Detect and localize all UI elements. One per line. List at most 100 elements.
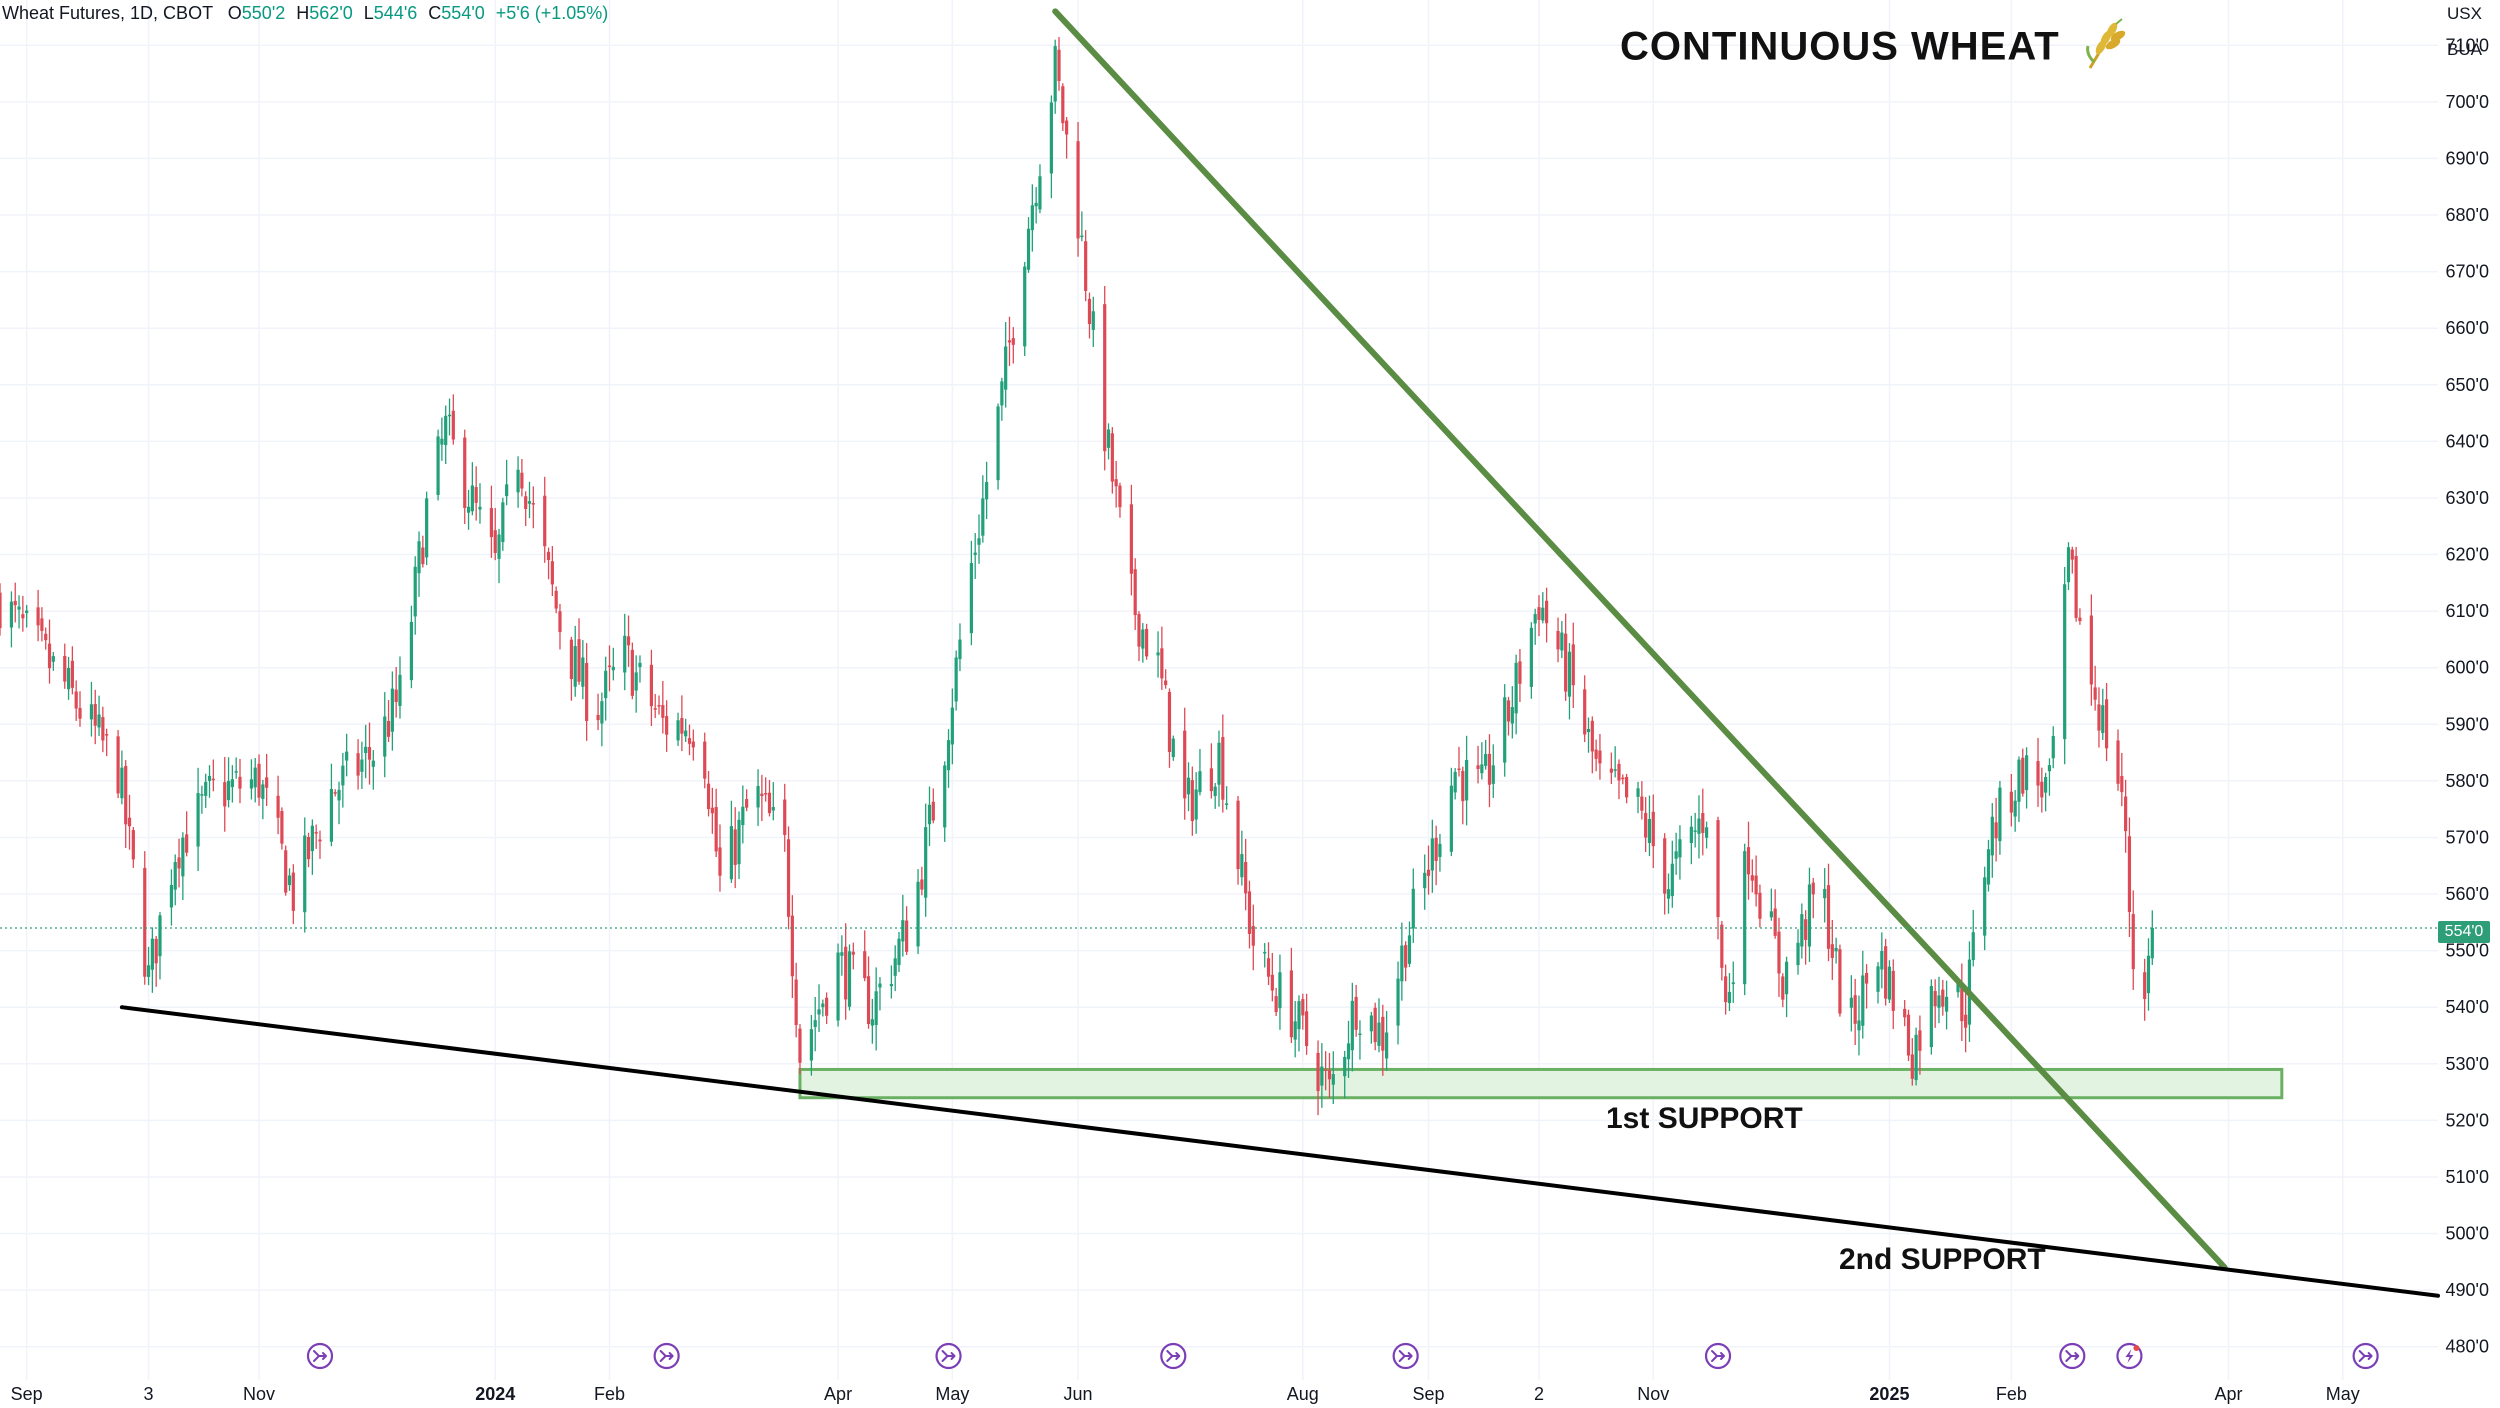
events <box>306 1342 2379 1370</box>
candle-body <box>2013 800 2017 817</box>
candle <box>676 712 680 746</box>
candle <box>1784 956 1789 1018</box>
candle-body <box>851 951 855 955</box>
y-tick-label: 570'0 <box>2446 827 2489 847</box>
candle-body <box>661 705 665 718</box>
candle-body <box>946 740 951 771</box>
candle <box>1724 964 1728 1015</box>
candle-body <box>543 495 547 547</box>
candle-body <box>265 777 269 788</box>
candle-body <box>1910 1054 1914 1079</box>
candle-body <box>1465 760 1469 801</box>
candle-body <box>13 600 17 606</box>
candle-body <box>2009 791 2013 813</box>
candle-body <box>927 804 932 825</box>
candle <box>493 507 497 561</box>
candle <box>1186 762 1191 812</box>
candle <box>558 603 562 650</box>
candle-body <box>1838 949 1842 1014</box>
candle-body <box>2024 755 2029 791</box>
candle-body <box>1678 839 1682 858</box>
candle <box>371 750 375 790</box>
candle <box>341 752 345 808</box>
candle-body <box>314 832 318 834</box>
candle <box>1983 866 1987 951</box>
candle <box>893 945 897 992</box>
candle-body <box>600 701 604 724</box>
candle-body <box>1350 1000 1354 1051</box>
candle <box>638 655 642 683</box>
y-tick-label: 600'0 <box>2446 658 2489 678</box>
candle <box>204 773 208 808</box>
candle-body <box>1754 875 1758 895</box>
y-tick-label: 480'0 <box>2446 1337 2489 1357</box>
candle-body <box>604 670 608 699</box>
candle <box>1251 904 1255 971</box>
candle-body <box>234 771 238 773</box>
candle-body <box>710 807 714 814</box>
split-arrow-icon <box>935 1342 962 1370</box>
candle <box>1701 788 1705 856</box>
candle <box>706 770 711 817</box>
candle-body <box>2127 836 2132 913</box>
candle <box>901 894 905 957</box>
candle-body <box>196 793 200 847</box>
candle <box>436 429 440 501</box>
candle-body <box>1133 569 1137 616</box>
candle <box>89 681 94 737</box>
candle-body <box>1918 1030 1922 1051</box>
change-value: +5'6 (+1.05%) <box>495 3 609 23</box>
x-tick-label: Sep <box>1413 1384 1445 1404</box>
candle <box>1129 484 1133 596</box>
candle <box>1944 980 1949 1030</box>
candle-body <box>146 965 151 977</box>
candle-body <box>447 414 452 417</box>
candle <box>1910 1038 1914 1086</box>
candle-body <box>478 506 482 510</box>
candle <box>878 977 882 1011</box>
candle-body <box>653 708 657 710</box>
candle <box>466 489 471 530</box>
candle-body <box>577 639 581 682</box>
candle-body <box>550 561 554 585</box>
candle <box>1906 1009 1911 1061</box>
candle-body <box>2078 617 2082 622</box>
candle <box>981 475 985 543</box>
y-tick-label: 680'0 <box>2446 205 2489 225</box>
candle <box>596 693 600 731</box>
candle-body <box>844 946 848 1000</box>
candle-body <box>89 704 94 720</box>
candle <box>577 618 581 685</box>
candle <box>1183 707 1187 820</box>
candle-body <box>421 547 425 565</box>
candle-body <box>1876 966 1880 992</box>
candle-body <box>1225 803 1229 805</box>
symbol-name: Wheat Futures, 1D, CBOT <box>2 3 213 23</box>
candle-body <box>2021 757 2025 794</box>
candle-body <box>794 979 798 1026</box>
candle-body <box>1084 241 1088 291</box>
candle-body <box>1861 975 1865 1026</box>
candle-body <box>1990 816 1994 856</box>
candle-body <box>783 799 787 835</box>
candle-body <box>905 920 909 952</box>
candle <box>105 728 109 757</box>
candle <box>337 781 341 825</box>
y-tick-label: 530'0 <box>2446 1054 2489 1074</box>
open-value: 550'2 <box>241 3 286 23</box>
candle <box>1011 327 1015 364</box>
y-tick-label: 700'0 <box>2446 92 2489 112</box>
candle-body <box>684 730 688 737</box>
candle-body <box>169 885 174 908</box>
candle <box>394 667 398 718</box>
candle-body <box>569 639 574 679</box>
candle-body <box>996 406 1000 481</box>
candle <box>630 642 634 700</box>
candle-body <box>1453 771 1457 793</box>
candle-body <box>1625 776 1629 798</box>
candle <box>70 646 74 695</box>
candle <box>611 647 615 681</box>
candle <box>569 636 574 701</box>
candle-body <box>1320 1066 1324 1086</box>
